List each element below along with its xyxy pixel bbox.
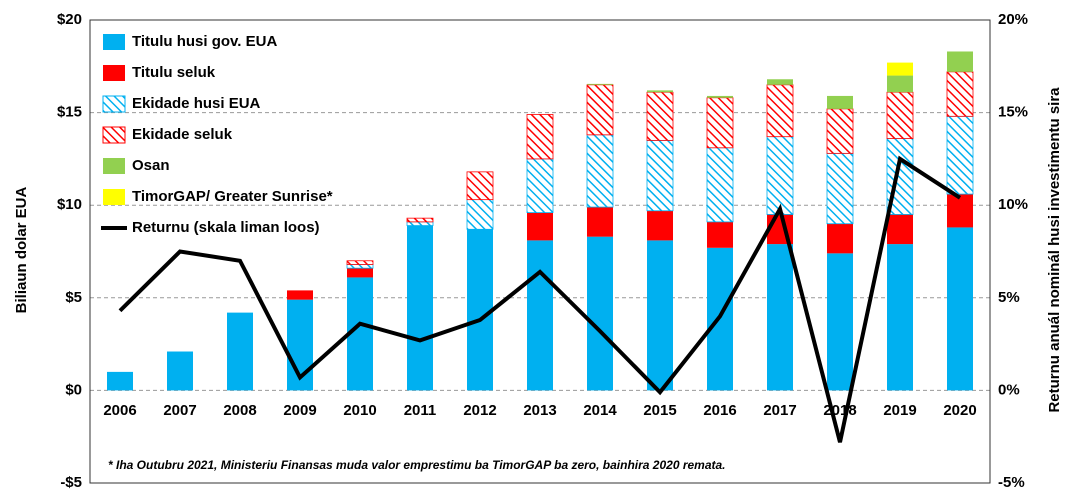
bar-segment [406,221,434,226]
bar-segment [826,108,854,154]
bar-segment [406,217,434,223]
bar-segment [227,312,253,391]
bar-segment [527,240,553,391]
legend-label: Titulu seluk [132,64,216,81]
x-tick-label: 2020 [943,402,976,419]
y-tick-label: $10 [57,196,82,213]
bar-segment [827,95,853,109]
x-tick-label: 2017 [763,402,796,419]
x-tick-label: 2010 [343,402,376,419]
legend-swatch [103,158,125,174]
y2-axis-label: Returnu anuál nominál husi investimentu … [1046,87,1063,413]
bar-segment [587,236,613,391]
x-tick-label: 2007 [163,402,196,419]
x-tick-label: 2011 [404,402,437,419]
bar-segment [527,212,553,241]
bar-segment [646,91,674,141]
bar-segment [767,79,793,85]
bar-segment [347,268,373,278]
bar-segment [767,244,793,391]
bar-segment [707,95,733,98]
bar-segment [526,158,554,214]
bar-segment [946,115,974,195]
legend-label: TimorGAP/ Greater Sunrise* [132,188,333,205]
x-tick-label: 2012 [463,402,496,419]
legend-label: Ekidade husi EUA [132,95,261,112]
legend-swatch [102,95,126,113]
x-tick-label: 2013 [523,402,556,419]
y2-tick-label: 5% [998,289,1020,306]
x-tick-label: 2008 [223,402,256,419]
x-tick-label: 2019 [883,402,916,419]
legend-swatch [102,126,126,144]
bar-segment [827,223,853,254]
bar-segment [887,244,913,391]
bar-segment [587,207,613,237]
bar-segment [887,75,913,93]
bar-segment [586,134,614,208]
y2-tick-label: 0% [998,381,1020,398]
legend-swatch [103,189,125,205]
bar-segment [647,240,673,391]
bar-segment [466,199,494,230]
bar-segment [467,229,493,391]
bar-segment [887,214,913,245]
legend-label: Titulu husi gov. EUA [132,33,277,50]
x-tick-label: 2015 [643,402,676,419]
bar-segment [947,227,973,391]
bar-segment [346,260,374,265]
bar-segment [827,253,853,391]
bar-segment [167,351,193,391]
bar-segment [647,210,673,241]
legend-label: Osan [132,157,170,174]
return-line [118,155,962,443]
y2-tick-label: 10% [998,196,1028,213]
y2-tick-label: 20% [998,11,1028,28]
bar-segment [826,152,854,225]
y-tick-label: $0 [65,381,82,398]
bar-segment [886,91,914,139]
y2-tick-label: 15% [998,104,1028,121]
bar-segment [947,51,973,72]
legend-swatch [103,34,125,50]
bar-segment [407,225,433,391]
bar-segment [706,147,734,223]
bar-segment [107,371,133,391]
bar-segment [887,62,913,76]
y-tick-label: $5 [65,289,82,306]
bar-segment [707,221,733,248]
bar-segment [946,71,974,117]
legend-label: Returnu (skala liman loos) [132,219,320,236]
y-tick-label: $15 [57,104,82,121]
bar-segment [587,83,613,85]
y-tick-label: $20 [57,11,82,28]
bar-segment [287,290,313,300]
plot-frame [89,19,991,484]
x-tick-label: 2016 [703,402,736,419]
bar-segment [647,90,673,93]
bar-segment [706,97,734,149]
y-axis-label: Biliaun dolar EUA [13,186,30,313]
bar-segment [346,264,374,269]
legend-label: Ekidade seluk [132,126,233,143]
bar-segment [947,194,973,228]
x-tick-label: 2014 [583,402,617,419]
bar-segment [586,84,614,136]
x-tick-label: 2006 [103,402,136,419]
bar-segment [766,136,794,215]
bar-segment [526,114,554,160]
bar-segment [466,171,494,201]
footnote: * Iha Outubru 2021, Ministeriu Finansas … [108,458,726,472]
x-tick-label: 2009 [283,402,316,419]
y-tick-label: -$5 [60,474,82,491]
bar-segment [766,84,794,138]
y2-tick-label: -5% [998,474,1025,491]
legend-swatch [103,65,125,81]
bar-segment [646,139,674,212]
